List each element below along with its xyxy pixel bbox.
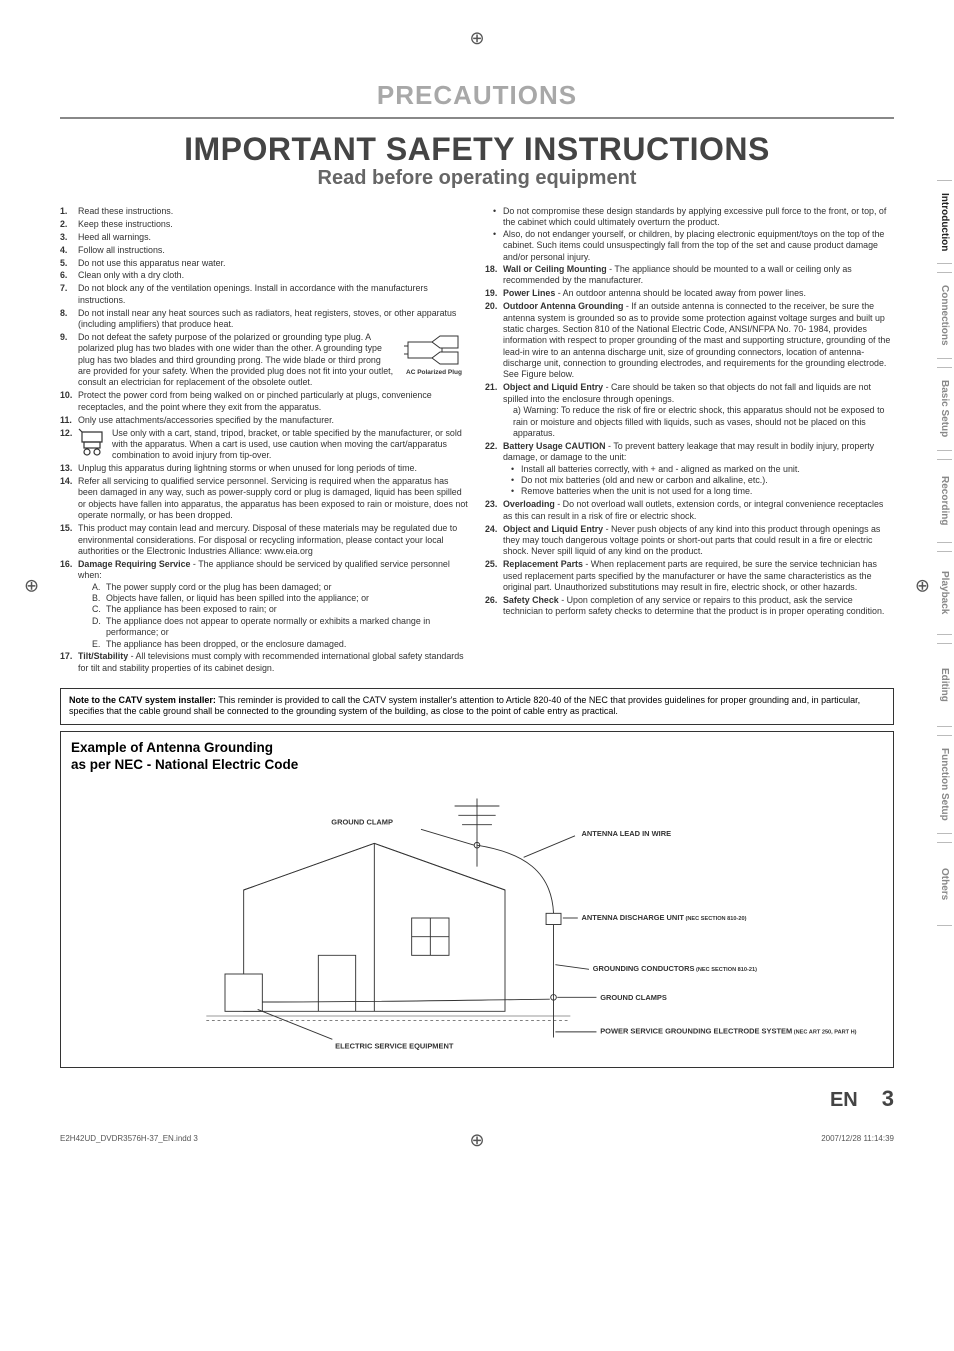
antenna-diagram-box: Example of Antenna Grounding as per NEC … bbox=[60, 731, 894, 1068]
list-item: 17.Tilt/Stability - All televisions must… bbox=[60, 651, 469, 674]
lbl-antenna-leadin: ANTENNA LEAD IN WIRE bbox=[582, 829, 672, 838]
list-item: 22.Battery Usage CAUTION - To prevent ba… bbox=[485, 441, 894, 498]
tab-function-setup[interactable]: Function Setup bbox=[937, 735, 952, 834]
list-item: 19.Power Lines - An outdoor antenna shou… bbox=[485, 288, 894, 299]
title-rule bbox=[60, 117, 894, 119]
list-item: 20.Outdoor Antenna Grounding - If an out… bbox=[485, 301, 894, 381]
list-item: 18.Wall or Ceiling Mounting - The applia… bbox=[485, 264, 894, 287]
list-subitem: Remove batteries when the unit is not us… bbox=[511, 486, 894, 497]
tab-introduction[interactable]: Introduction bbox=[937, 180, 952, 264]
list-item: 12.Use only with a cart, stand, tripod, … bbox=[60, 428, 469, 462]
list-item: 14.Refer all servicing to qualified serv… bbox=[60, 476, 469, 522]
list-item: 11.Only use attachments/accessories spec… bbox=[60, 415, 469, 426]
list-subitem: C.The appliance has been exposed to rain… bbox=[92, 604, 469, 615]
antenna-diagram: GROUND CLAMP ANTENNA LEAD IN WIRE ANTENN… bbox=[71, 778, 883, 1063]
list-subitem: D.The appliance does not appear to opera… bbox=[92, 616, 469, 639]
lbl-ground-clamps: GROUND CLAMPS bbox=[600, 993, 667, 1002]
diagram-title-line2: as per NEC - National Electric Code bbox=[71, 757, 298, 772]
tab-others[interactable]: Others bbox=[937, 842, 952, 926]
footer-file: E2H42UD_DVDR3576H-37_EN.indd 3 bbox=[60, 1134, 198, 1143]
cart-icon bbox=[78, 428, 108, 456]
right-column: Do not compromise these design standards… bbox=[485, 206, 894, 676]
tab-editing[interactable]: Editing bbox=[937, 643, 952, 727]
tab-playback[interactable]: Playback bbox=[937, 551, 952, 635]
catv-title: Note to the CATV system installer: bbox=[69, 695, 216, 705]
list-subitem: Install all batteries correctly, with + … bbox=[511, 464, 894, 475]
list-item: 2.Keep these instructions. bbox=[60, 219, 469, 230]
crop-mark: ⊕ bbox=[24, 576, 39, 597]
list-item: 15.This product may contain lead and mer… bbox=[60, 523, 469, 557]
list-item: 6.Clean only with a dry cloth. bbox=[60, 270, 469, 281]
plug-icon: AC Polarized Plug bbox=[399, 334, 469, 378]
list-item: 24.Object and Liquid Entry - Never push … bbox=[485, 524, 894, 558]
list-item: 5.Do not use this apparatus near water. bbox=[60, 258, 469, 269]
list-item: Also, do not endanger yourself, or child… bbox=[493, 229, 894, 263]
list-subitem: B.Objects have fallen, or liquid has bee… bbox=[92, 593, 469, 604]
list-item: 16.Damage Requiring Service - The applia… bbox=[60, 559, 469, 650]
crop-mark: ⊕ bbox=[469, 28, 484, 49]
list-item: 4.Follow all instructions. bbox=[60, 245, 469, 256]
list-item: 23.Overloading - Do not overload wall ou… bbox=[485, 499, 894, 522]
main-heading: IMPORTANT SAFETY INSTRUCTIONS bbox=[60, 133, 894, 165]
list-subitem: Do not mix batteries (old and new or car… bbox=[511, 475, 894, 486]
tab-basic-setup[interactable]: Basic Setup bbox=[937, 367, 952, 451]
list-subitem: E.The appliance has been dropped, or the… bbox=[92, 639, 469, 650]
lbl-discharge-unit: ANTENNA DISCHARGE UNIT (NEC SECTION 810-… bbox=[582, 913, 747, 922]
list-item: 8.Do not install near any heat sources s… bbox=[60, 308, 469, 331]
list-item: 25.Replacement Parts - When replacement … bbox=[485, 559, 894, 593]
print-footer: E2H42UD_DVDR3576H-37_EN.indd 3 2007/12/2… bbox=[60, 1134, 894, 1143]
lbl-grounding-conductors: GROUNDING CONDUCTORS (NEC SECTION 810-21… bbox=[593, 964, 757, 973]
side-tabs: Introduction Connections Basic Setup Record… bbox=[937, 180, 952, 926]
list-item: 7.Do not block any of the ventilation op… bbox=[60, 283, 469, 306]
content-columns: 1.Read these instructions. 2.Keep these i… bbox=[60, 206, 894, 676]
lbl-electric-service: ELECTRIC SERVICE EQUIPMENT bbox=[335, 1042, 454, 1051]
lbl-ground-clamp: GROUND CLAMP bbox=[331, 818, 393, 827]
list-item: 9.AC Polarized PlugDo not defeat the saf… bbox=[60, 332, 469, 389]
list-item: 10.Protect the power cord from being wal… bbox=[60, 390, 469, 413]
list-item: 3.Heed all warnings. bbox=[60, 232, 469, 243]
list-subitem: A.The power supply cord or the plug has … bbox=[92, 582, 469, 593]
list-item: 13.Unplug this apparatus during lightnin… bbox=[60, 463, 469, 474]
list-item: 26.Safety Check - Upon completion of any… bbox=[485, 595, 894, 618]
list-item: 1.Read these instructions. bbox=[60, 206, 469, 217]
diagram-title-line1: Example of Antenna Grounding bbox=[71, 740, 273, 755]
lang-code: EN bbox=[830, 1089, 858, 1112]
list-item: Do not compromise these design standards… bbox=[493, 206, 894, 229]
lbl-power-service: POWER SERVICE GROUNDING ELECTRODE SYSTEM… bbox=[600, 1027, 856, 1036]
tab-connections[interactable]: Connections bbox=[937, 272, 952, 359]
tab-recording[interactable]: Recording bbox=[937, 459, 952, 543]
footer-timestamp: 2007/12/28 11:14:39 bbox=[821, 1134, 894, 1143]
crop-mark: ⊕ bbox=[915, 576, 930, 597]
left-column: 1.Read these instructions. 2.Keep these i… bbox=[60, 206, 469, 676]
section-title: PRECAUTIONS bbox=[60, 80, 894, 111]
catv-note: Note to the CATV system installer: This … bbox=[60, 688, 894, 725]
list-item: 21.Object and Liquid Entry - Care should… bbox=[485, 382, 894, 439]
sub-heading: Read before operating equipment bbox=[60, 167, 894, 190]
page-number: 3 bbox=[882, 1086, 894, 1112]
